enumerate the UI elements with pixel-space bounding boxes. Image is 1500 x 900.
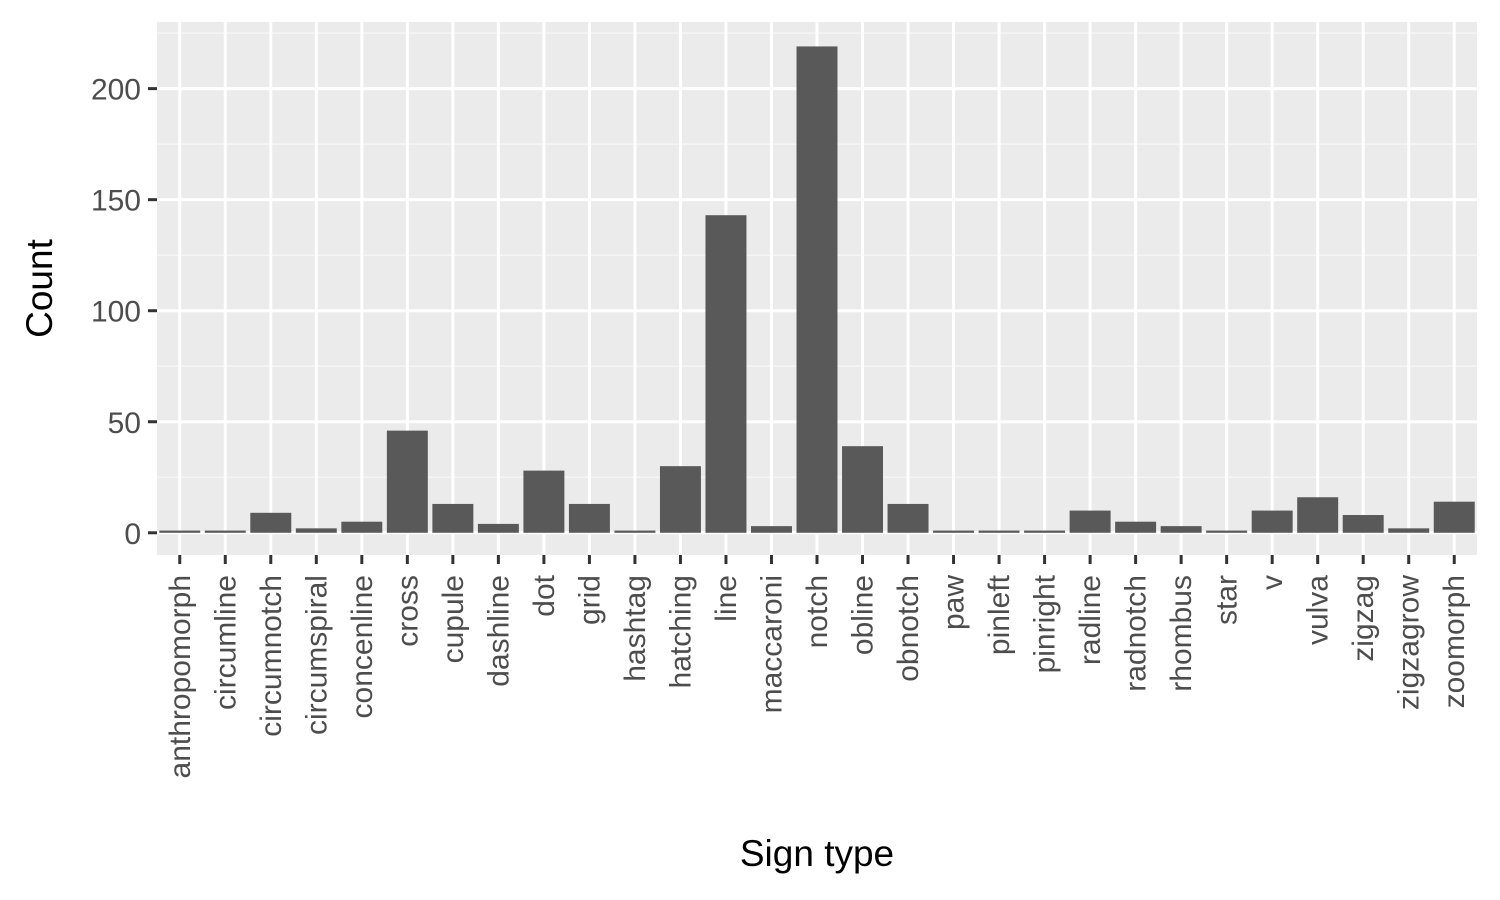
bar-pinleft <box>978 530 1020 533</box>
bar-v <box>1251 510 1293 533</box>
bar-zoomorph <box>1433 501 1475 533</box>
bar-line <box>705 215 747 533</box>
x-tick-label: concenline <box>346 575 379 718</box>
x-tick-label: dot <box>528 574 561 616</box>
x-tick-label: zigzagrow <box>1393 575 1426 710</box>
bar-obline <box>842 446 883 533</box>
x-tick-label: obnotch <box>892 575 925 682</box>
bar-concenline <box>341 521 383 533</box>
axes: 0 50 100 150 200 anthropomorph circumline circu… <box>91 74 1471 779</box>
y-axis-title: Count <box>19 238 60 337</box>
bar-radline <box>1069 510 1111 533</box>
x-tick-label: grid <box>573 575 606 625</box>
bar-grid <box>568 503 610 533</box>
x-tick-label: v <box>1256 575 1289 590</box>
bar-radnotch <box>1115 521 1157 533</box>
y-tick-label: 0 <box>124 518 141 551</box>
x-tick-label: line <box>710 575 743 622</box>
bar-anthropomorph <box>159 530 201 533</box>
bar-hashtag <box>614 530 656 533</box>
bar-hatching <box>659 466 701 533</box>
bar-star <box>1206 530 1248 533</box>
x-tick-label: cupule <box>437 575 470 663</box>
x-tick-label: zoomorph <box>1438 575 1471 708</box>
bar-pinright <box>1024 530 1066 533</box>
bar-vulva <box>1297 497 1339 533</box>
bar-dashline <box>477 523 519 533</box>
x-tick-label: notch <box>801 575 834 648</box>
x-tick-label: star <box>1211 575 1244 625</box>
x-tick-label: hatching <box>664 575 697 688</box>
bars <box>159 46 1475 533</box>
y-tick-label: 50 <box>108 407 141 440</box>
x-axis-title: Sign type <box>740 833 894 874</box>
x-tick-label: obline <box>847 575 880 655</box>
y-tick-label: 100 <box>91 296 141 329</box>
x-tick-label: radnotch <box>1120 575 1153 692</box>
x-tick-label: circumspiral <box>300 575 333 735</box>
y-tick-label: 200 <box>91 74 141 107</box>
x-tick-label: zigzag <box>1347 575 1380 662</box>
x-tick-label: radline <box>1074 575 1107 665</box>
bar-cross <box>386 430 428 533</box>
x-tick-label: vulva <box>1302 575 1335 645</box>
bar-circumline <box>204 530 246 533</box>
x-tick-label: hashtag <box>619 575 652 682</box>
bar-zigzag <box>1342 515 1384 533</box>
x-tick-label: dashline <box>482 575 515 687</box>
x-tick-label: circumnotch <box>255 575 288 737</box>
bar-paw <box>933 530 975 533</box>
x-tick-label: paw <box>938 575 971 630</box>
bar-obnotch <box>887 503 929 533</box>
x-tick-label: rhombus <box>1165 575 1198 692</box>
bar-circumnotch <box>250 512 292 533</box>
bar-circumspiral <box>295 528 337 533</box>
bar-rhombus <box>1160 526 1202 533</box>
y-tick-label: 150 <box>91 185 141 218</box>
bar-zigzagrow <box>1388 528 1430 533</box>
bar-dot <box>523 470 565 533</box>
bar-cupule <box>432 503 474 533</box>
x-tick-label: cross <box>391 575 424 647</box>
x-tick-label: maccaroni <box>755 575 788 713</box>
x-tick-label: pinleft <box>983 574 1016 655</box>
x-tick-label: pinright <box>1029 574 1062 673</box>
x-tick-label: anthropomorph <box>164 575 197 778</box>
bar-notch <box>796 46 838 533</box>
bar-maccaroni <box>751 526 792 533</box>
x-tick-label: circumline <box>209 575 242 710</box>
